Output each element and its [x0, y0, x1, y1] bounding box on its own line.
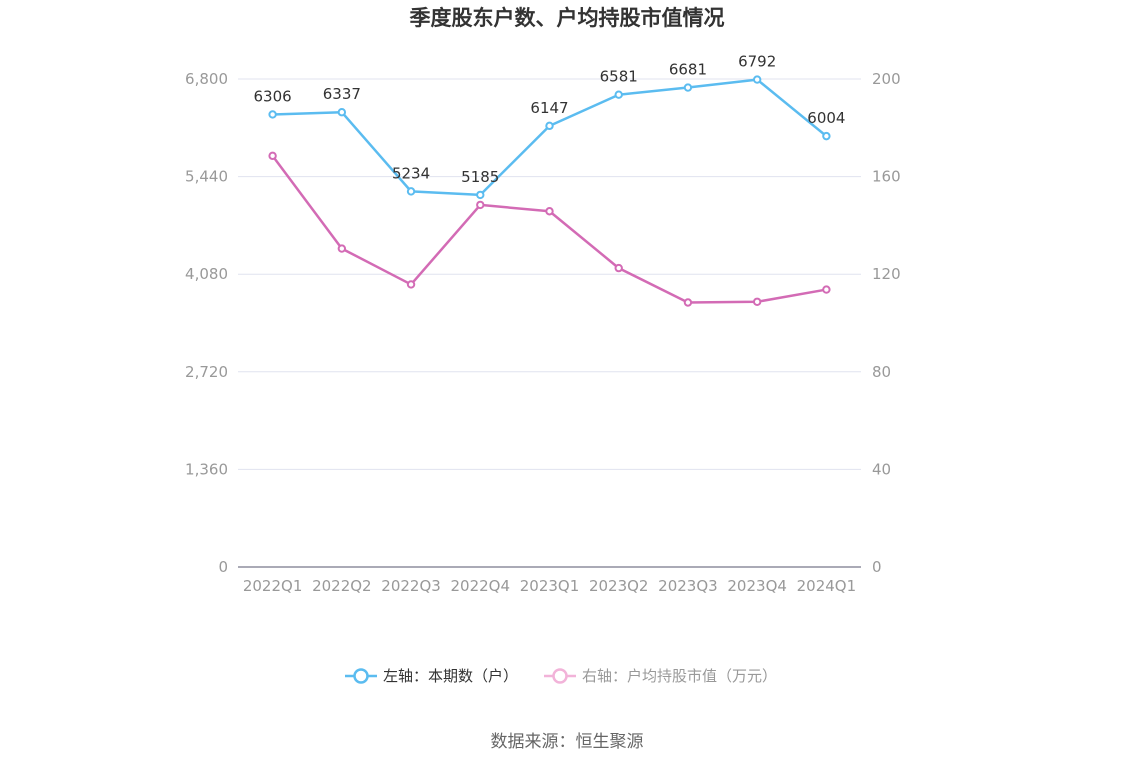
right-axis-ticks: 0 40 80 120 160 200	[872, 70, 901, 576]
left-tick-label: 6,800	[185, 70, 228, 88]
data-point[interactable]	[545, 121, 554, 131]
x-tick-label: 2022Q2	[312, 577, 372, 595]
data-point[interactable]	[337, 108, 347, 117]
left-tick-label: 2,720	[185, 363, 228, 381]
right-tick-label: 120	[872, 265, 901, 283]
data-label: 6792	[738, 53, 776, 71]
data-label: 6004	[807, 109, 845, 127]
x-tick-label: 2022Q1	[243, 577, 303, 595]
x-tick-label: 2023Q1	[520, 577, 580, 595]
x-tick-label: 2023Q4	[727, 577, 787, 595]
series-layer: 6306 6337 5234 5185 6147 6581 6681 6792 6004	[254, 53, 845, 307]
x-tick-label: 2022Q3	[381, 577, 441, 595]
legend-label: 右轴：户均持股市值（万元）	[582, 667, 777, 685]
legend-swatch-marker	[552, 668, 568, 684]
data-point[interactable]	[752, 297, 762, 306]
x-axis-ticks: 2022Q1 2022Q2 2022Q3 2022Q4 2023Q1 2023Q2 2023…	[243, 577, 856, 595]
data-label: 5234	[392, 164, 430, 182]
left-tick-label: 4,080	[185, 265, 228, 283]
left-tick-label: 0	[218, 558, 228, 576]
grid-lines	[238, 78, 861, 568]
data-label: 6147	[530, 99, 568, 117]
series-2	[268, 151, 831, 307]
data-point[interactable]	[822, 131, 831, 141]
right-tick-label: 80	[872, 363, 891, 381]
data-label: 6581	[600, 68, 638, 86]
chart-title: 季度股东户数、户均持股市值情况	[410, 6, 725, 30]
left-tick-label: 5,440	[185, 168, 228, 186]
legend-swatch-marker	[353, 668, 369, 684]
left-tick-label: 1,360	[185, 460, 228, 478]
data-label: 5185	[461, 168, 499, 186]
series-line	[271, 155, 827, 304]
series-1: 6306 6337 5234 5185 6147 6581 6681 6792 6004	[254, 53, 845, 200]
data-point[interactable]	[406, 187, 416, 196]
data-point[interactable]	[683, 83, 693, 92]
legend[interactable]: 左轴：本期数（户） 右轴：户均持股市值（万元）	[345, 667, 777, 685]
left-axis-ticks: 0 1,360 2,720 4,080 5,440 6,800	[185, 70, 228, 576]
data-point[interactable]	[822, 285, 831, 294]
data-point[interactable]	[545, 207, 554, 216]
data-point[interactable]	[614, 90, 623, 99]
legend-item-1[interactable]: 左轴：本期数（户）	[345, 667, 518, 685]
data-point[interactable]	[476, 200, 485, 210]
x-tick-label: 2023Q2	[589, 577, 649, 595]
data-point[interactable]	[476, 190, 485, 200]
data-label: 6681	[669, 61, 707, 79]
right-tick-label: 0	[872, 558, 882, 576]
x-tick-label: 2024Q1	[797, 577, 857, 595]
x-tick-label: 2023Q3	[658, 577, 718, 595]
data-point[interactable]	[337, 244, 347, 253]
data-point[interactable]	[268, 110, 277, 119]
legend-item-2[interactable]: 右轴：户均持股市值（万元）	[544, 667, 777, 685]
x-tick-label: 2022Q4	[451, 577, 511, 595]
data-label: 6337	[323, 85, 361, 103]
data-point[interactable]	[683, 298, 693, 307]
data-point[interactable]	[268, 151, 277, 161]
legend-label: 左轴：本期数（户）	[383, 667, 518, 685]
data-label: 6306	[254, 87, 292, 105]
data-point[interactable]	[614, 263, 623, 273]
right-tick-label: 40	[872, 460, 891, 478]
data-point[interactable]	[752, 75, 762, 84]
right-tick-label: 200	[872, 70, 901, 88]
right-tick-label: 160	[872, 168, 901, 186]
data-point[interactable]	[406, 280, 416, 289]
source-note: 数据来源：恒生聚源	[491, 732, 644, 752]
